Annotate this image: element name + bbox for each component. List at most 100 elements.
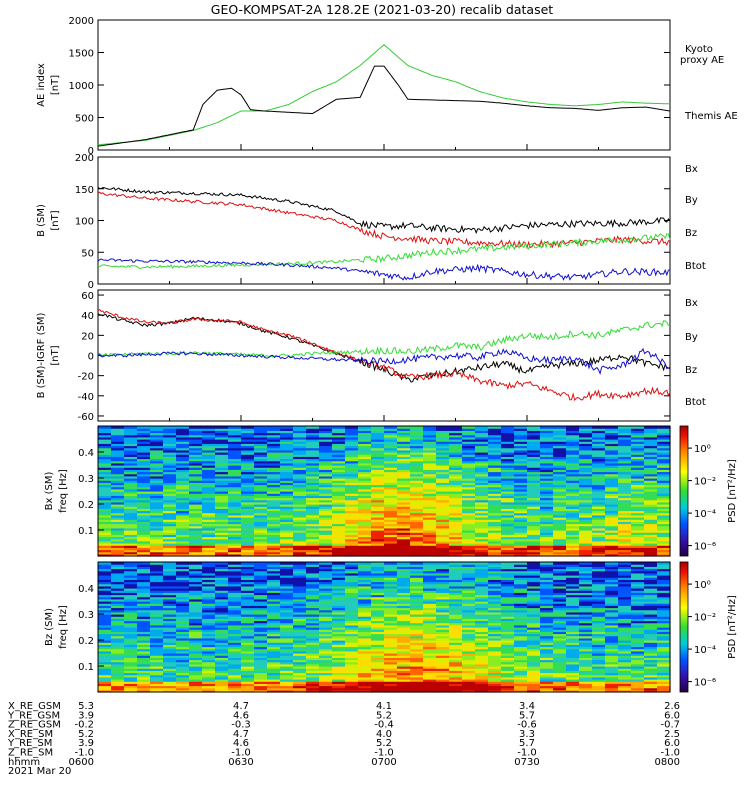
colorbar-tick: 10⁻⁶ [694,542,716,553]
ytick-label: 150 [75,185,94,196]
ytick-label: -40 [78,392,94,403]
ytick-label: 0.1 [78,526,94,537]
ephem-label: X_RE_SM [8,729,53,740]
ylabel-spec_bz: Bz (SM) [44,608,55,646]
yunit-b: [nT] [50,210,61,230]
legend-proxy-ae: proxy AE [680,55,724,66]
ephem-value: -1.0 [517,748,537,759]
series-db-by [97,320,671,358]
frame-spec_bz [97,561,671,693]
ephem-label: Y_RE_GSM [7,710,60,721]
ytick-label: 0 [88,280,94,291]
ephem-value: -0.2 [74,720,94,731]
series-db-btot [97,313,671,383]
ytick-label: 0 [88,352,94,363]
colorbar-tick: 10⁻⁴ [694,645,716,656]
series-b-btot [97,186,671,235]
ephem-label: hhmm [8,757,40,768]
ytick-label: 0.3 [78,610,94,621]
ephem-value: 4.6 [233,738,249,749]
ephem-value: 2.5 [664,729,680,740]
ytick-label: 20 [81,331,94,342]
ytick-label: 1000 [69,81,94,92]
ylabel-b: B (SM) [36,204,47,237]
colorbar-spec_bx [679,425,689,557]
colorbar-label: PSD [nT²/Hz] [727,459,738,523]
ytick-label: 40 [81,311,94,322]
ephem-value: 4.1 [376,701,392,712]
ytick-label: 0.4 [78,584,94,595]
ytick-label: -60 [78,412,94,423]
panel-spec_bz: 0.1 0.2 0.3 0.4 Bz (SM) freq [Hz] 10⁰ 10⁻² 10⁻⁴ 1… [44,561,738,693]
ephem-value: -1.0 [231,748,251,759]
panel-db: -60 -40 -20 0 20 40 60 B (SM)-IGRF (SM) [nT] Bx By… [36,289,706,423]
ephem-value: 5.7 [519,738,535,749]
yunit-spec_bz: freq [Hz] [58,605,69,649]
ephem-label: X_RE_GSM [8,701,61,712]
ytick-label: 500 [75,114,94,125]
figure-title: GEO-KOMPSAT-2A 128.2E (2021-03-20) recal… [211,2,554,17]
ytick-label: 0.2 [78,636,94,647]
legend-by: By [685,332,698,343]
series-b-by [97,233,671,269]
ephem-value: 0600 [69,757,94,768]
ylabel-db: B (SM)-IGRF (SM) [36,313,47,399]
legend-bz: Bz [685,365,697,376]
ephem-value: -0.3 [231,720,251,731]
panel-spec_bx: 0.1 0.2 0.3 0.4 Bx (SM) freq [Hz] 10⁰ 10⁻² 10⁻⁴ 1… [44,425,738,557]
ephem-value: 3.4 [519,701,535,712]
ephem-value: 3.3 [519,729,535,740]
ytick-label: 0.3 [78,474,94,485]
ephem-value: 5.7 [519,710,535,721]
yunit-db: [nT] [50,345,61,365]
colorbar-tick: 10⁻⁴ [694,509,716,520]
ephem-value: -1.0 [74,748,94,759]
series-ae-themis-ae [97,65,671,147]
colorbar-tick: 10⁻⁶ [694,678,716,689]
frame-ae [97,19,671,151]
ephem-label: Z_RE_GSM [8,720,61,731]
legend-btot: Btot [685,261,706,272]
series-b-bz [97,191,671,250]
ytick-label: 0.2 [78,500,94,511]
ytick-label: 0.1 [78,662,94,673]
colorbar-spec_bz [679,561,689,693]
ephem-value: 0630 [228,757,253,768]
ytick-label: 2000 [69,16,94,27]
ephem-value: 4.7 [233,701,249,712]
ephem-value: 3.9 [78,710,94,721]
ephem-value: 5.2 [376,710,392,721]
ephem-value: 0800 [655,757,680,768]
ytick-label: 200 [75,153,94,164]
spectrogram-spec_bx [98,426,671,557]
spectrogram-spec_bz [98,562,671,693]
ephem-value: -0.7 [660,720,680,731]
ephem-value: 4.6 [233,710,249,721]
ephem-value: -0.6 [517,720,537,731]
colorbar-tick: 10⁰ [694,580,711,591]
ephem-value: 6.0 [664,710,680,721]
ephem-label: Y_RE_SM [7,738,52,749]
series-db-bx [97,347,671,376]
ytick-label: 0.4 [78,448,94,459]
ephem-value: 0730 [514,757,539,768]
ephem-date: 2021 Mar 20 [8,766,71,777]
panel-b: 0 50 100 150 200 B (SM) [nT] Bx By Bz Btot [36,153,706,291]
legend-bx: Bx [685,298,698,309]
legend-bz: Bz [685,228,697,239]
ylabel-ae: AE index [36,63,47,107]
colorbar-tick: 10⁻² [694,477,716,488]
ephem-value: 5.2 [376,738,392,749]
ephemeris-table: X_RE_GSM 5.3 4.7 4.1 3.4 2.6 Y_RE_GSM 3.9 4.6 5.2… [7,701,680,777]
ephem-value: 0700 [371,757,396,768]
colorbar-tick: 10⁰ [694,444,711,455]
series-db-bz [97,308,671,402]
ephem-value: 3.9 [78,738,94,749]
ylabel-spec_bx: Bx (SM) [44,472,55,511]
ytick-label: -20 [78,372,94,383]
yunit-ae: [nT] [50,75,61,95]
ephem-value: 5.3 [78,701,94,712]
frame-b [97,156,671,285]
